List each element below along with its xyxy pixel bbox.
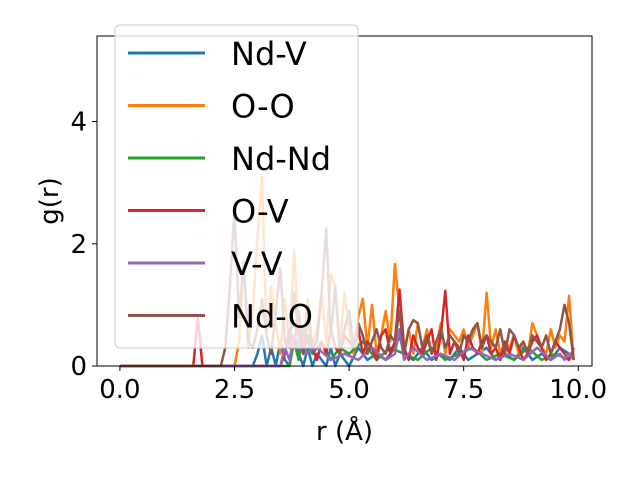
x-tick-label: 7.5	[443, 375, 484, 405]
x-axis-ticks: 0.0 2.5 5.0 7.5 10.0	[99, 366, 607, 405]
legend-label-nd-v: Nd-V	[231, 35, 307, 73]
legend-label-nd-o: Nd-O	[231, 298, 313, 336]
x-tick-label: 0.0	[99, 375, 140, 405]
legend-label-v-v: V-V	[231, 245, 283, 283]
legend-label-nd-nd: Nd-Nd	[231, 140, 331, 178]
y-axis-ticks: 0 2 4	[70, 108, 97, 382]
y-tick-label: 4	[70, 108, 87, 138]
legend: Nd-V O-O Nd-Nd O-V V-V Nd-O	[114, 24, 359, 349]
x-tick-label: 5.0	[328, 375, 369, 405]
y-tick-label: 2	[70, 230, 87, 260]
x-tick-label: 2.5	[214, 375, 255, 405]
x-axis-label: r (Å)	[316, 415, 373, 447]
y-axis-label: g(r)	[35, 177, 65, 224]
legend-label-o-o: O-O	[231, 88, 295, 126]
y-tick-label: 0	[70, 352, 87, 382]
legend-label-o-v: O-V	[231, 193, 289, 231]
x-tick-label: 10.0	[549, 375, 607, 405]
